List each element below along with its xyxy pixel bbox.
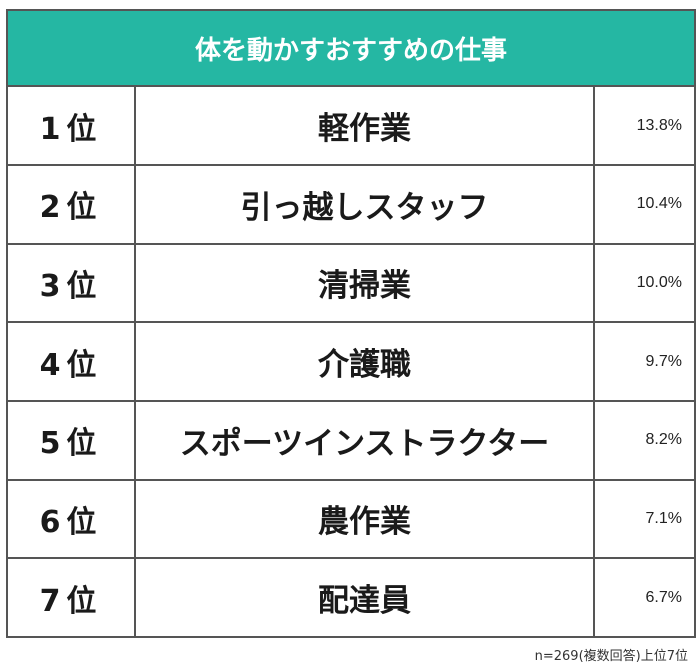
table-row: 1位 軽作業 13.8%: [8, 87, 694, 166]
job-cell: 介護職: [136, 323, 595, 400]
percent-cell: 13.8%: [636, 116, 682, 134]
table-title: 体を動かすおすすめの仕事: [8, 11, 694, 88]
percent-cell: 10.0%: [636, 273, 682, 291]
percent-cell: 8.2%: [645, 431, 682, 449]
ranking-table: 体を動かすおすすめの仕事 1位 軽作業 13.8% 2位 引っ越しスタッフ 10.4% 3位…: [6, 9, 696, 638]
job-cell: 軽作業: [136, 87, 595, 164]
job-cell: 清掃業: [136, 244, 595, 322]
table-row: 5位 スポーツインストラクター 8.2%: [8, 401, 694, 481]
percent-cell: 9.7%: [645, 352, 682, 370]
rank-cell: 3位: [8, 244, 136, 322]
job-cell: 農作業: [136, 480, 595, 558]
rank-cell: 6位: [8, 480, 136, 558]
rank-cell: 7位: [8, 559, 136, 636]
table-row: 4位 介護職 9.7%: [8, 323, 694, 402]
rank-cell: 1位: [8, 87, 136, 164]
table-row: 6位 農作業 7.1%: [8, 480, 694, 560]
job-cell: 配達員: [136, 559, 595, 636]
rank-cell: 4位: [8, 323, 136, 400]
rank-cell: 5位: [8, 401, 136, 479]
ranking-rows: 1位 軽作業 13.8% 2位 引っ越しスタッフ 10.4% 3位 清掃業 10.0% 4位 介護職…: [8, 87, 694, 638]
rank-cell: 2位: [8, 165, 136, 243]
percent-cell: 7.1%: [645, 509, 682, 527]
percent-cell: 6.7%: [645, 588, 682, 606]
percent-cell: 10.4%: [636, 195, 682, 213]
job-cell: スポーツインストラクター: [136, 401, 595, 479]
table-row: 2位 引っ越しスタッフ 10.4%: [8, 165, 694, 245]
table-row: 7位 配達員 6.7%: [8, 559, 694, 638]
footnote: n=269(複数回答)上位7位: [534, 649, 688, 664]
table-row: 3位 清掃業 10.0%: [8, 244, 694, 324]
job-cell: 引っ越しスタッフ: [136, 165, 595, 243]
